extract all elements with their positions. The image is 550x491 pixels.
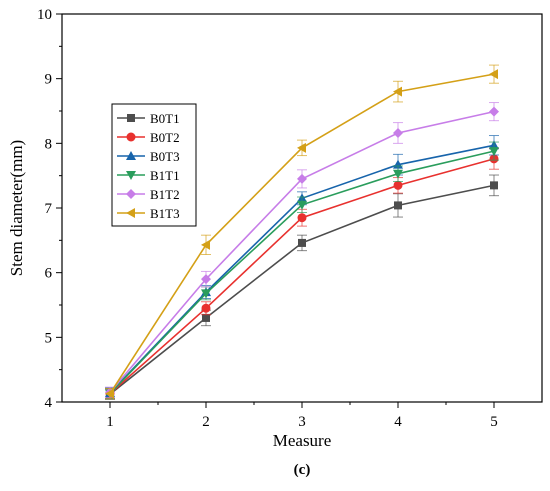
data-point [201, 303, 211, 313]
legend: B0T1 B0T2 B0T3 B1T1 B1T2 B1T3 [111, 103, 197, 227]
legend-label-b1t2: B1T2 [150, 187, 180, 202]
legend-marker-b1t1 [126, 171, 136, 180]
legend-label-b1t1: B1T1 [150, 168, 180, 183]
data-point [297, 173, 307, 184]
y-tick-label: 7 [45, 201, 53, 217]
axes-layer: 1 2 3 4 5 4 5 6 7 8 9 10 [37, 7, 543, 430]
data-point [393, 169, 403, 179]
data-point [489, 147, 499, 157]
series-b1t3 [105, 64, 499, 400]
data-point [393, 86, 402, 97]
data-point [394, 201, 402, 210]
x-tick-label: 5 [490, 414, 498, 430]
panel-label: (c) [294, 462, 311, 478]
data-point [297, 200, 307, 210]
data-point [298, 238, 306, 247]
data-point [489, 106, 499, 117]
legend-box [111, 103, 197, 227]
y-tick-label: 9 [45, 72, 53, 88]
series-layer [105, 64, 499, 400]
data-point [490, 181, 498, 190]
y-tick-label: 10 [37, 7, 52, 23]
legend-label-b1t3: B1T3 [150, 206, 180, 221]
y-tick-label: 4 [45, 395, 53, 411]
data-point [201, 274, 211, 285]
data-point [297, 213, 307, 223]
x-axis-title: Measure [273, 431, 332, 450]
data-point [201, 239, 210, 250]
legend-label-b0t1: B0T1 [150, 111, 180, 126]
legend-label-b0t2: B0T2 [150, 130, 180, 145]
legend-marker-b1t2 [126, 189, 136, 199]
x-tick-label: 2 [202, 414, 210, 430]
legend-label-b0t3: B0T3 [150, 149, 180, 164]
legend-marker-b0t3 [126, 151, 136, 160]
data-point [202, 313, 210, 322]
y-axis-title: Stem diameter(mm) [7, 140, 26, 276]
y-tick-label: 8 [45, 136, 53, 152]
y-tick-label: 6 [45, 266, 53, 282]
y-tick-label: 5 [45, 330, 53, 346]
data-point [297, 142, 306, 153]
data-point [393, 127, 403, 138]
legend-marker-b1t3 [126, 208, 135, 218]
data-point [393, 180, 403, 190]
x-tick-label: 3 [298, 414, 306, 430]
series-b1t2 [105, 102, 499, 398]
legend-marker-b0t1 [127, 114, 135, 122]
data-point [489, 69, 498, 80]
x-tick-label: 1 [106, 414, 114, 430]
x-tick-label: 4 [394, 414, 402, 430]
data-point [105, 388, 114, 399]
data-point [393, 159, 403, 169]
legend-marker-b0t2 [126, 132, 136, 142]
data-point [201, 289, 211, 299]
